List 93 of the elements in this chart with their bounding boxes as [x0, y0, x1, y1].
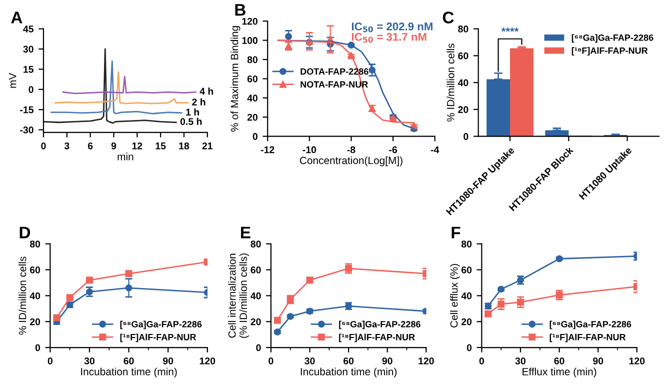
y-tick-label: 60: [462, 266, 472, 274]
y-tick-label: 80: [458, 26, 468, 32]
x-tick-label: 30: [84, 358, 94, 364]
x-tick-label: 3: [64, 142, 70, 150]
y-tick-label: 45: [23, 26, 34, 32]
y-tick-label: 60: [247, 75, 258, 82]
y-tick-label: 20: [250, 318, 261, 326]
annotation: IC$_{50}$ = 202.9 nM: [352, 22, 432, 32]
legend-label: [⁶⁸Ga]Ga-FAP-2286: [572, 34, 654, 43]
legend-label: [¹⁸F]AlF-FAP-NUR: [120, 334, 196, 342]
chart-title: D: [20, 226, 30, 238]
x-axis-title: Efflux time (min): [522, 368, 596, 378]
y-tick-label: 60: [250, 266, 261, 274]
y-axis-title: % ID/million cells: [446, 44, 454, 122]
y-tick-label: 100: [242, 37, 258, 44]
legend-label: [¹⁸F]AlF-FAP-NUR: [550, 334, 626, 342]
x-tick-label: 120: [418, 358, 434, 364]
x-tick-label: 120: [200, 358, 216, 364]
x-axis-title: Incubation time (min): [300, 368, 397, 378]
x-axis-title: Concentration(Log[M]): [300, 156, 402, 166]
y-tick-label: -30: [20, 126, 34, 134]
series-label: 0.5 h: [180, 118, 202, 125]
chart-title: A: [11, 12, 22, 24]
x-tick-label: 60: [124, 358, 134, 364]
annotation: IC$_{50}$ = 31.7 nM: [352, 32, 426, 43]
x-tick-label: 0: [479, 358, 484, 364]
chart-title: B: [235, 4, 246, 16]
x-tick-label: 60: [344, 358, 354, 364]
chart-title: C: [442, 12, 454, 24]
y-tick-label: 20: [247, 114, 258, 121]
chart-title: F: [452, 226, 460, 238]
x-tick-label: 90: [163, 358, 174, 364]
y-tick-label: 40: [250, 292, 261, 300]
y-tick-label: 20: [461, 318, 472, 326]
y-tick-label: 0: [35, 344, 40, 352]
y-tick-label: 0: [464, 133, 468, 140]
chart-title: E: [241, 226, 250, 238]
x-tick-label: 0: [48, 358, 52, 364]
x-tick-label: 9: [111, 142, 116, 150]
x-tick-label: 18: [179, 142, 190, 150]
y-tick-label: 60: [30, 266, 40, 274]
y-tick-label: 40: [247, 94, 258, 102]
y-tick-label: 15: [24, 66, 34, 73]
annotation: ****: [501, 28, 519, 32]
y-tick-label: 0: [28, 86, 34, 94]
x-tick-label: 21: [202, 142, 213, 150]
y-tick-label: 80: [30, 240, 40, 248]
y-tick-label: 30: [23, 46, 34, 53]
x-tick-label: 120: [629, 358, 645, 364]
x-tick-label: 6: [88, 142, 93, 150]
x-tick-label: 30: [515, 358, 526, 364]
x-axis-title: min: [118, 152, 134, 160]
x-tick-label: 90: [593, 358, 604, 364]
series-label: 2 h: [192, 98, 206, 106]
y-tick-label: 60: [458, 52, 468, 60]
legend-label: [⁶⁸Ga]Ga-FAP-2286: [120, 320, 202, 330]
y-axis-title: mV: [8, 72, 16, 88]
x-tick-label: 30: [304, 358, 315, 364]
legend-label: [¹⁸F]AlF-FAP-NUR: [572, 47, 648, 56]
y-axis-title: % ID/million cells: [18, 256, 26, 335]
x-tick-label: 12: [132, 142, 142, 150]
y-tick-label: -15: [20, 106, 34, 114]
y-tick-label: 80: [250, 240, 261, 248]
x-tick-label: -4: [430, 146, 440, 154]
y-tick-label: 20: [30, 318, 40, 326]
x-axis-title: Incubation time (min): [81, 368, 177, 378]
y-tick-label: 0: [466, 344, 472, 352]
y-tick-label: 40: [461, 292, 472, 300]
y-tick-label: 120: [242, 18, 258, 25]
y-tick-label: 80: [247, 56, 258, 64]
y-axis-title: Cell efflux (%): [450, 264, 460, 328]
y-axis-title: Cell internalization (% ID/million cells): [228, 253, 250, 338]
y-tick-label: 0: [256, 344, 261, 352]
x-tick-label: -6: [389, 146, 398, 154]
x-tick-label: 0: [41, 142, 46, 150]
x-tick-label: 60: [554, 358, 564, 364]
legend-label: [⁶⁸Ga]Ga-FAP-2286: [339, 320, 420, 330]
legend-label: [¹⁸F]AlF-FAP-NUR: [339, 334, 415, 342]
x-tick-label: 90: [382, 358, 392, 364]
y-tick-label: 80: [461, 240, 472, 248]
y-tick-label: 40: [458, 79, 468, 86]
x-tick-label: -10: [302, 146, 316, 154]
series-label: 4 h: [200, 88, 214, 95]
x-tick-label: 15: [156, 142, 166, 150]
legend-label: [⁶⁸Ga]Ga-FAP-2286: [550, 320, 632, 330]
y-tick-label: 20: [458, 106, 468, 114]
series-label: 1 h: [186, 108, 199, 116]
y-axis-title: % of Maximum Binding: [230, 26, 240, 132]
y-tick-label: 40: [30, 292, 40, 300]
y-tick-label: 0: [252, 133, 258, 140]
x-tick-label: 0: [268, 358, 274, 364]
x-tick-label: -12: [260, 146, 274, 154]
x-tick-label: -8: [347, 146, 356, 154]
